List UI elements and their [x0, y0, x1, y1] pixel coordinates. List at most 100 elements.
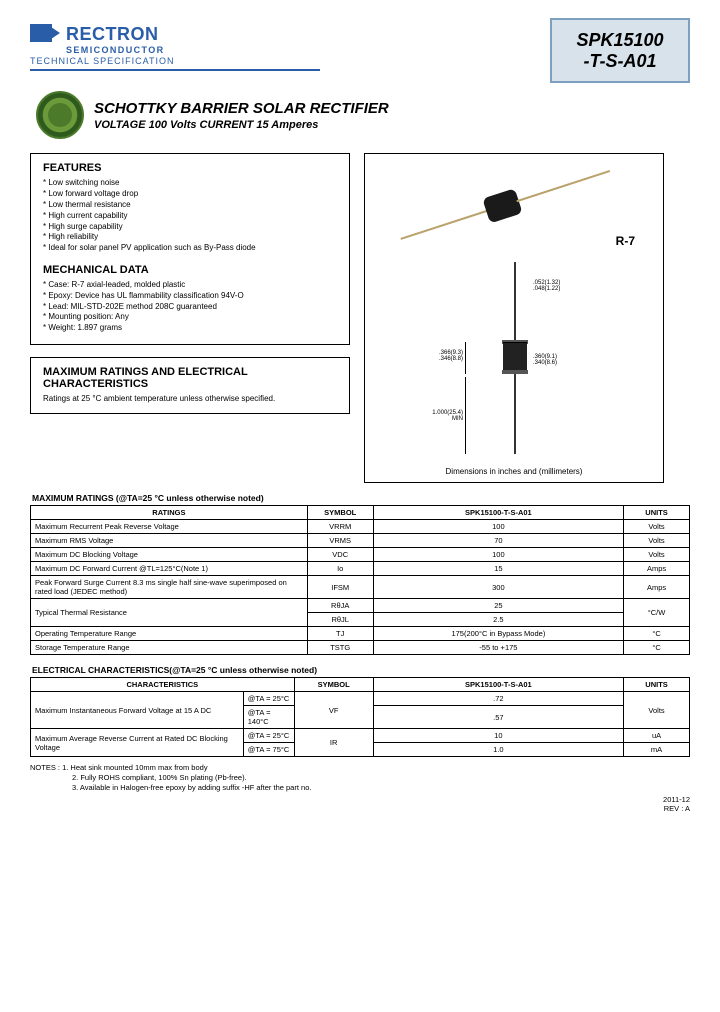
- th: SPK15100-T-S-A01: [373, 678, 623, 692]
- mech-list: Case: R-7 axial-leaded, molded plastic E…: [43, 280, 339, 334]
- notes-block: NOTES : 1. Heat sink mounted 10mm max fr…: [30, 763, 690, 792]
- list-item: High reliability: [43, 232, 339, 243]
- td: Volts: [624, 534, 690, 548]
- td: Maximum DC Blocking Voltage: [31, 548, 308, 562]
- brand-name: RECTRON: [66, 24, 165, 45]
- note-line: 2. Fully ROHS compliant, 100% Sn plating…: [30, 773, 690, 783]
- td: Amps: [624, 562, 690, 576]
- td: Maximum DC Forward Current @TL=125°C(Not…: [31, 562, 308, 576]
- td: uA: [624, 729, 690, 743]
- page-footer: 2011-12 REV : A: [30, 795, 690, 813]
- diode-3d-icon: [391, 142, 619, 267]
- td: 15: [373, 562, 623, 576]
- part-number-box: SPK15100 -T-S-A01: [550, 18, 690, 83]
- td: Maximum Instantaneous Forward Voltage at…: [31, 692, 244, 729]
- td: 2.5: [373, 613, 623, 627]
- package-diagram: R-7 .366(9.3).346(8.8) 1.000(25.4)MIN .0…: [364, 153, 664, 483]
- td: .57: [373, 706, 623, 729]
- note-line: NOTES : 1. Heat sink mounted 10mm max fr…: [30, 763, 690, 773]
- td: °C: [624, 641, 690, 655]
- list-item: Epoxy: Device has UL flammability classi…: [43, 291, 339, 302]
- maxratings-note: Ratings at 25 °C ambient temperature unl…: [43, 394, 339, 403]
- part-line1: SPK15100: [564, 30, 676, 51]
- td: Maximum Recurrent Peak Reverse Voltage: [31, 520, 308, 534]
- td: 300: [373, 576, 623, 599]
- dim-label: .360(9.1).340(8.6): [533, 354, 593, 366]
- td: Operating Temperature Range: [31, 627, 308, 641]
- brand-spec: TECHNICAL SPECIFICATION: [30, 56, 320, 66]
- td: Maximum Average Reverse Current at Rated…: [31, 729, 244, 757]
- eco-badge-icon: [36, 91, 84, 139]
- features-panel: FEATURES Low switching noise Low forward…: [30, 153, 350, 345]
- td: 175(200°C in Bypass Mode): [373, 627, 623, 641]
- td: @TA = 75°C: [243, 743, 294, 757]
- list-item: Low switching noise: [43, 178, 339, 189]
- td: VF: [294, 692, 373, 729]
- brand-rule: [30, 69, 320, 71]
- table1-title: MAXIMUM RATINGS (@TA=25 °C unless otherw…: [32, 493, 690, 503]
- td: Typical Thermal Resistance: [31, 599, 308, 627]
- th: UNITS: [624, 506, 690, 520]
- list-item: Ideal for solar panel PV application suc…: [43, 243, 339, 254]
- list-item: Case: R-7 axial-leaded, molded plastic: [43, 280, 339, 291]
- td: TJ: [307, 627, 373, 641]
- td: Storage Temperature Range: [31, 641, 308, 655]
- package-label: R-7: [616, 234, 635, 248]
- mech-heading: MECHANICAL DATA: [43, 264, 339, 276]
- dimension-drawing: .366(9.3).346(8.8) 1.000(25.4)MIN .052(1…: [485, 262, 545, 462]
- footer-rev: REV : A: [663, 804, 690, 813]
- dim-label: .052(1.32).048(1.22): [533, 280, 593, 292]
- td: 25: [373, 599, 623, 613]
- th: SYMBOL: [307, 506, 373, 520]
- list-item: High current capability: [43, 211, 339, 222]
- th: SPK15100-T-S-A01: [373, 506, 623, 520]
- td: RθJA: [307, 599, 373, 613]
- page-subtitle: VOLTAGE 100 Volts CURRENT 15 Amperes: [94, 119, 389, 131]
- td: @TA = 140°C: [243, 706, 294, 729]
- td: Maximum RMS Voltage: [31, 534, 308, 548]
- maxratings-heading: MAXIMUM RATINGS AND ELECTRICAL CHARACTER…: [43, 366, 339, 390]
- list-item: Mounting position: Any: [43, 312, 339, 323]
- list-item: Lead: MIL-STD-202E method 208C guarantee…: [43, 302, 339, 313]
- td: °C: [624, 627, 690, 641]
- list-item: Low thermal resistance: [43, 200, 339, 211]
- footer-date: 2011-12: [663, 795, 690, 804]
- dimension-caption: Dimensions in inches and (millimeters): [365, 467, 663, 476]
- td: RθJL: [307, 613, 373, 627]
- td: Peak Forward Surge Current 8.3 ms single…: [31, 576, 308, 599]
- td: IFSM: [307, 576, 373, 599]
- td: @TA = 25°C: [243, 729, 294, 743]
- td: VDC: [307, 548, 373, 562]
- td: -55 to +175: [373, 641, 623, 655]
- brand-logo: RECTRON SEMICONDUCTOR TECHNICAL SPECIFIC…: [30, 24, 320, 71]
- list-item: High surge capability: [43, 222, 339, 233]
- note-line: 3. Available in Halogen-free epoxy by ad…: [30, 783, 690, 793]
- part-line2: -T-S-A01: [564, 51, 676, 72]
- td: Volts: [624, 692, 690, 729]
- td: .72: [373, 692, 623, 706]
- td: VRMS: [307, 534, 373, 548]
- td: 100: [373, 520, 623, 534]
- td: Io: [307, 562, 373, 576]
- dim-label: 1.000(25.4)MIN: [415, 410, 463, 422]
- td: 70: [373, 534, 623, 548]
- features-heading: FEATURES: [43, 162, 339, 174]
- dim-label: .366(9.3).346(8.8): [415, 350, 463, 362]
- td: °C/W: [624, 599, 690, 627]
- th: SYMBOL: [294, 678, 373, 692]
- max-ratings-table: RATINGS SYMBOL SPK15100-T-S-A01 UNITS Ma…: [30, 505, 690, 655]
- th: CHARACTERISTICS: [31, 678, 295, 692]
- list-item: Low forward voltage drop: [43, 189, 339, 200]
- td: Amps: [624, 576, 690, 599]
- electrical-table: CHARACTERISTICS SYMBOL SPK15100-T-S-A01 …: [30, 677, 690, 757]
- th: UNITS: [624, 678, 690, 692]
- td: 100: [373, 548, 623, 562]
- td: IR: [294, 729, 373, 757]
- td: TSTG: [307, 641, 373, 655]
- th: RATINGS: [31, 506, 308, 520]
- brand-sub: SEMICONDUCTOR: [66, 45, 165, 55]
- table2-title: ELECTRICAL CHARACTERISTICS(@TA=25 °C unl…: [32, 665, 690, 675]
- page-title: SCHOTTKY BARRIER SOLAR RECTIFIER: [94, 100, 389, 117]
- td: Volts: [624, 520, 690, 534]
- td: VRRM: [307, 520, 373, 534]
